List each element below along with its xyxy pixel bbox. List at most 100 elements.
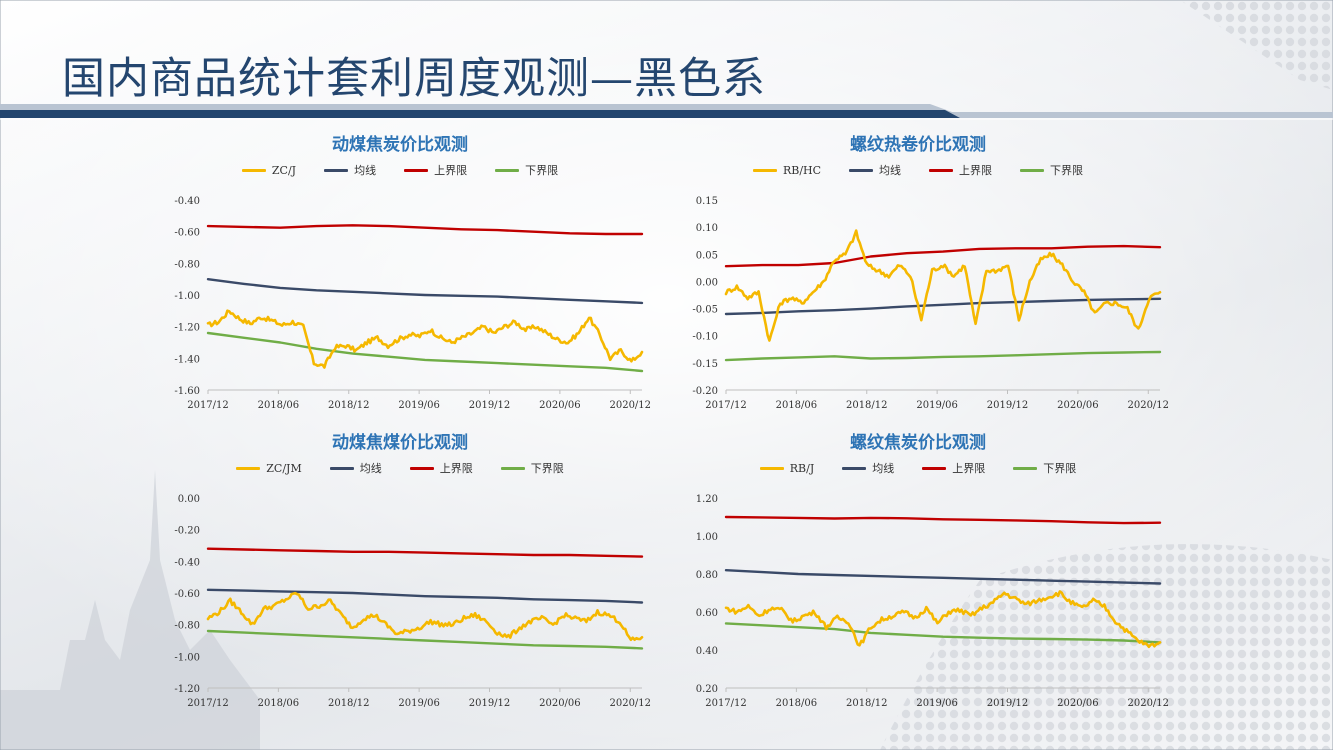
legend-item-zc-jm: ZC/JM <box>236 460 302 476</box>
legend-label: RB/J <box>789 461 815 475</box>
chart-legend: ZC/J 均线 上界限 下界限 <box>150 162 650 178</box>
x-tick-label: 2018/12 <box>846 400 888 411</box>
legend-label: 下界限 <box>525 164 559 177</box>
series-line-series <box>206 547 644 558</box>
legend-label: RB/HC <box>782 163 822 177</box>
y-tick-label: -1.60 <box>174 386 200 397</box>
legend-label: 均线 <box>359 462 382 475</box>
legend-swatch <box>409 466 434 470</box>
legend-item-series: 上界限 <box>922 460 985 476</box>
legend-label: ZC/J <box>271 163 297 177</box>
legend-item-series: 均线 <box>324 162 376 178</box>
series-line-rb-hc <box>724 229 1162 342</box>
legend-swatch <box>241 168 266 172</box>
x-tick-label: 2020/12 <box>609 400 651 411</box>
series-line-series <box>206 224 644 236</box>
legend-swatch <box>324 168 349 172</box>
y-tick-label: -0.60 <box>174 228 200 239</box>
series-line-zc-j <box>206 309 644 369</box>
x-tick-label: 2018/06 <box>776 698 818 709</box>
legend-item-series: 上界限 <box>404 162 467 178</box>
legend-swatch <box>842 466 867 470</box>
legend-item-zc-j: ZC/J <box>241 162 297 178</box>
chart-panel-zc-j: 动煤焦炭价比观测 ZC/J 均线 上界限 下界限 -0.40 -0.60 -0.80 -1.… <box>150 130 651 430</box>
x-tick-label: 2020/06 <box>1057 400 1099 411</box>
chart-title: 动煤焦炭价比观测 <box>332 135 468 155</box>
x-tick-label: 2018/12 <box>328 400 370 411</box>
legend-item-series: 下界限 <box>495 162 558 178</box>
legend-label: 下界限 <box>1050 164 1084 177</box>
legend-item-series: 下界限 <box>1013 460 1076 476</box>
x-tick-label: 2020/06 <box>1057 698 1099 709</box>
y-tick-label: 0.00 <box>696 277 718 288</box>
legend-label: 上界限 <box>952 462 986 475</box>
y-tick-label: 0.20 <box>696 684 718 695</box>
series-line-series <box>724 350 1162 362</box>
chart-panel-rb-j: 螺纹焦炭价比观测 RB/J 均线 上界限 下界限 1.20 1.00 0.80 0.60 0.… <box>668 428 1169 728</box>
y-tick-label: -0.40 <box>174 196 200 207</box>
x-tick-label: 2018/12 <box>328 698 370 709</box>
legend-swatch <box>236 466 261 470</box>
y-tick-label: -0.15 <box>692 359 718 370</box>
legend-label: 均线 <box>879 164 902 177</box>
y-tick-label: 0.05 <box>696 250 718 261</box>
x-tick-label: 2020/06 <box>539 400 581 411</box>
series-line-series <box>206 629 644 650</box>
y-tick-label: -1.20 <box>174 323 200 334</box>
legend-label: 均线 <box>872 462 895 475</box>
legend-label: ZC/JM <box>266 461 302 475</box>
x-tick-label: 2017/12 <box>705 400 747 411</box>
chart-title: 螺纹热卷价比观测 <box>850 135 986 155</box>
legend-item-rb-hc: RB/HC <box>752 162 822 178</box>
chart-panel-rb-hc: 螺纹热卷价比观测 RB/HC 均线 上界限 下界限 0.15 0.10 0.05 0.00 -… <box>668 130 1169 430</box>
y-tick-label: -1.40 <box>174 354 200 365</box>
legend-swatch <box>759 466 784 470</box>
x-tick-label: 2020/06 <box>539 698 581 709</box>
legend-item-series: 下界限 <box>500 460 564 476</box>
series-line-series <box>206 331 644 373</box>
x-tick-label: 2019/12 <box>469 400 511 411</box>
y-tick-label: 0.80 <box>696 570 718 581</box>
x-tick-label: 2017/12 <box>705 698 747 709</box>
y-tick-label: -0.05 <box>692 305 718 316</box>
legend-label: 上界限 <box>439 462 473 475</box>
x-tick-label: 2019/12 <box>469 698 511 709</box>
x-tick-label: 2017/12 <box>187 698 229 709</box>
x-tick-label: 2019/06 <box>916 400 958 411</box>
y-tick-label: -0.20 <box>692 386 718 397</box>
chart-panel-zc-jm: 动煤焦煤价比观测 ZC/JM 均线 上界限 下界限 0.00 -0.20 -0.40 -0.… <box>150 428 651 728</box>
chart-legend: RB/J 均线 上界限 下界限 <box>668 460 1168 476</box>
y-tick-label: -0.20 <box>174 526 200 537</box>
x-tick-label: 2018/12 <box>846 698 888 709</box>
y-tick-label: 0.10 <box>696 223 718 234</box>
legend-swatch <box>1020 168 1045 172</box>
legend-label: 上界限 <box>434 164 468 177</box>
y-tick-label: 0.00 <box>178 494 200 505</box>
chart-plot: 0.15 0.10 0.05 0.00 -0.05 -0.10 -0.15 -0.20 2017… <box>692 196 1169 411</box>
legend-label: 下界限 <box>530 462 564 475</box>
x-tick-label: 2019/06 <box>398 400 440 411</box>
series-line-rb-j <box>724 590 1162 649</box>
series-line-series <box>206 278 644 305</box>
y-tick-label: 0.40 <box>696 646 718 657</box>
y-tick-label: 0.60 <box>696 608 718 619</box>
chart-plot: 1.20 1.00 0.80 0.60 0.40 0.20 2017/12 2018/06 20… <box>696 494 1169 709</box>
x-tick-label: 2018/06 <box>258 400 300 411</box>
legend-swatch <box>500 466 525 470</box>
series-line-series <box>724 515 1162 525</box>
x-tick-label: 2019/12 <box>987 698 1029 709</box>
series-line-zc-jm <box>206 591 644 642</box>
legend-swatch <box>495 168 520 172</box>
y-tick-label: 1.00 <box>696 532 718 543</box>
y-tick-label: 1.20 <box>696 494 718 505</box>
legend-swatch <box>752 168 777 172</box>
legend-label: 均线 <box>354 164 377 177</box>
legend-item-series: 均线 <box>329 460 382 476</box>
legend-item-series: 下界限 <box>1020 162 1083 178</box>
chart-plot: -0.40 -0.60 -0.80 -1.00 -1.20 -1.40 -1.60 2017/… <box>174 196 651 411</box>
chart-legend: RB/HC 均线 上界限 下界限 <box>668 162 1168 178</box>
y-tick-label: -1.00 <box>174 291 200 302</box>
page-title: 国内商品统计套利周度观测—黑色系 <box>62 54 766 104</box>
series-line-series <box>724 622 1162 644</box>
